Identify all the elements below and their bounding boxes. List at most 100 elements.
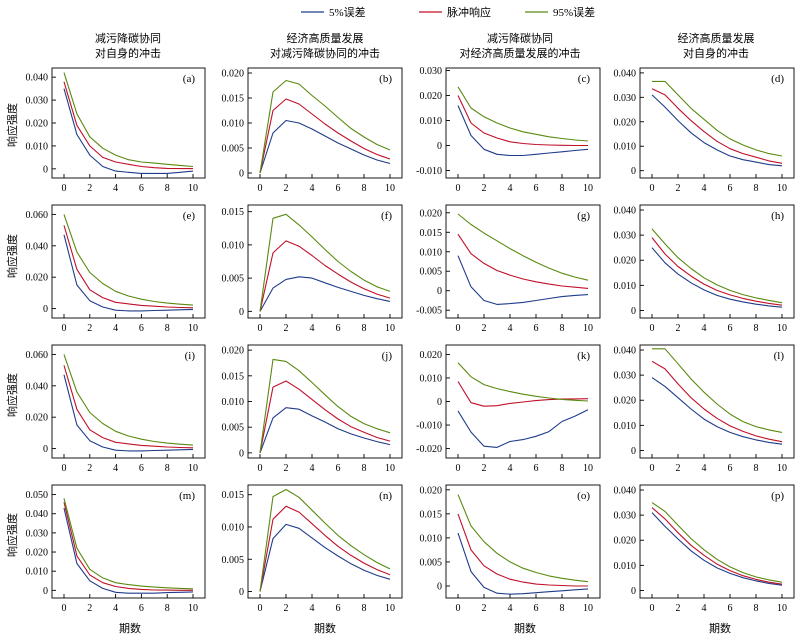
column-header-1-line2: 对自身的冲击 <box>95 46 161 60</box>
panel-d: 0 2 4 6 8 10 0 0.010 0.020 0.030 0.040 (d) <box>614 67 795 194</box>
panel-tag: (p) <box>771 490 784 502</box>
series-upper-bound <box>63 354 194 446</box>
series-lower-bound <box>457 409 589 448</box>
panel-n: 0 2 4 6 8 10 0 0.005 0.010 0.015 (n) <box>222 484 403 614</box>
y-tick-label: 0 <box>239 169 244 180</box>
panel-p: 0 2 4 6 8 10 0 0.010 0.020 0.030 0.040 (p) <box>614 484 795 614</box>
x-tick-label: 6 <box>728 183 733 194</box>
x-tick-label: 2 <box>87 323 92 334</box>
x-tick-label: 10 <box>188 603 198 614</box>
y-tick-label: 0.020 <box>26 119 49 130</box>
series-upper-bound <box>651 228 783 304</box>
x-tick-label: 4 <box>508 463 513 474</box>
series-upper-bound <box>63 214 194 306</box>
x-tick-label: 8 <box>362 463 367 474</box>
y-tick-label: 0 <box>43 164 48 175</box>
x-tick-label: 6 <box>534 183 539 194</box>
row-labels: 响应强度 响应强度 响应强度 响应强度 <box>5 103 19 557</box>
x-tick-label: 6 <box>728 603 733 614</box>
y-tick-label: 0.030 <box>420 66 443 77</box>
x-tick-label: 2 <box>284 463 289 474</box>
x-axis-label-4: 期数 <box>709 622 731 635</box>
y-tick-label: 0.030 <box>26 528 49 539</box>
y-tick-label: 0 <box>437 141 442 152</box>
y-tick-label: 0 <box>631 306 636 317</box>
row-label-2: 响应强度 <box>5 234 19 278</box>
panel-frame <box>247 484 403 599</box>
x-tick-label: 0 <box>62 603 67 614</box>
x-tick-label: 0 <box>650 183 655 194</box>
y-tick-label: 0.010 <box>26 567 49 578</box>
y-tick-label: 0.010 <box>420 247 443 258</box>
x-tick-label: 4 <box>310 603 315 614</box>
series-lower-bound <box>63 234 194 312</box>
x-tick-label: 10 <box>188 183 198 194</box>
series-impulse-response <box>63 502 193 591</box>
y-tick-label: -0.010 <box>416 166 442 177</box>
y-tick-label: 0 <box>631 446 636 457</box>
x-tick-label: 10 <box>385 183 395 194</box>
series-lower-bound <box>63 507 194 594</box>
series-upper-bound <box>457 494 589 583</box>
x-tick-label: 2 <box>87 463 92 474</box>
column-header-4-line2: 对自身的冲击 <box>683 46 749 60</box>
y-tick-label: 0.005 <box>222 144 245 155</box>
x-tick-label: 6 <box>139 603 144 614</box>
series-impulse-response <box>63 365 194 449</box>
x-tick-label: 8 <box>560 603 565 614</box>
x-tick-label: 8 <box>165 323 170 334</box>
y-tick-label: 0.020 <box>614 117 637 128</box>
x-tick-label: 8 <box>560 323 565 334</box>
x-tick-label: 2 <box>482 603 487 614</box>
y-tick-label: 0.020 <box>614 536 637 547</box>
legend-label-lower: 5%误差 <box>329 5 366 19</box>
row-label-1: 响应强度 <box>5 103 19 147</box>
series-lower-bound <box>651 512 783 586</box>
panel-frame <box>445 484 601 599</box>
x-tick-label: 8 <box>165 183 170 194</box>
y-tick-label: 0.020 <box>26 413 49 424</box>
x-tick-label: 10 <box>777 323 787 334</box>
y-tick-label: 0 <box>631 586 636 597</box>
series-impulse-response <box>651 360 783 443</box>
y-tick-label: 0.015 <box>420 509 443 520</box>
legend-label-impulse: 脉冲响应 <box>447 5 491 19</box>
series-lower-bound <box>259 276 391 312</box>
y-tick-label: 0.015 <box>420 228 443 239</box>
series-impulse-response <box>457 381 589 407</box>
x-tick-label: 4 <box>310 323 315 334</box>
x-tick-label: 2 <box>482 183 487 194</box>
x-tick-label: 2 <box>284 323 289 334</box>
panel-m: 0 2 4 6 8 10 0 0.010 0.020 0.030 0.040 0.050 (m) <box>26 484 206 614</box>
y-tick-label: 0.060 <box>26 350 49 361</box>
x-tick-label: 0 <box>258 463 263 474</box>
y-tick-label: 0.030 <box>614 511 637 522</box>
series-impulse-response <box>259 98 391 174</box>
panel-a: 0 2 4 6 8 10 0 0.010 0.020 0.030 0.040 (a) <box>26 67 206 194</box>
y-tick-label: 0 <box>43 586 48 597</box>
series-upper-bound <box>457 362 589 402</box>
x-tick-label: 8 <box>362 603 367 614</box>
series-upper-bound <box>652 348 783 433</box>
series-upper-bound <box>259 213 391 312</box>
x-tick-label: 8 <box>560 463 565 474</box>
y-tick-label: 0.040 <box>26 509 49 520</box>
series-lower-bound <box>651 247 783 308</box>
series-impulse-response <box>457 95 588 147</box>
series-upper-bound <box>259 358 391 453</box>
panel-e: 0 2 4 6 8 10 0 0.020 0.040 0.060 (e) <box>26 204 206 334</box>
series-upper-bound <box>259 79 391 174</box>
column-header-4-line1: 经济高质量发展 <box>678 31 755 45</box>
x-tick-label: 4 <box>113 323 118 334</box>
x-tick-label: 10 <box>385 323 395 334</box>
x-tick-label: 0 <box>258 183 263 194</box>
x-tick-label: 10 <box>188 463 198 474</box>
x-tick-label: 6 <box>728 323 733 334</box>
x-tick-label: 6 <box>336 603 341 614</box>
x-tick-label: 6 <box>139 463 144 474</box>
x-tick-label: 2 <box>676 603 681 614</box>
y-tick-label: 0 <box>43 444 48 455</box>
series-upper-bound <box>457 86 589 142</box>
panel-tag: (h) <box>771 210 784 222</box>
